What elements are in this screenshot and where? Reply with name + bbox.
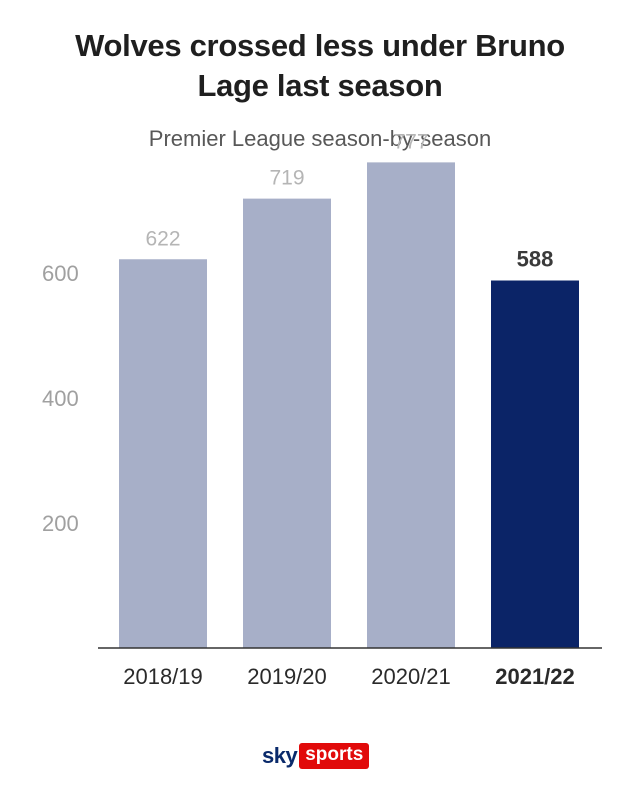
sky-sports-logo: sky sports: [262, 741, 370, 771]
value-label: 622: [145, 227, 180, 250]
value-label: 719: [269, 167, 304, 190]
logo-sports-wordmark: sports: [299, 743, 370, 769]
category-label: 2019/20: [247, 664, 327, 689]
logo-sky-wordmark: sky: [262, 743, 298, 768]
bar-2019/20: [243, 198, 331, 648]
bar-2018/19: [119, 259, 207, 648]
value-label: 588: [517, 247, 554, 272]
y-tick-label: 600: [42, 261, 79, 286]
value-label: 777: [393, 130, 428, 153]
y-tick-label: 200: [42, 511, 79, 536]
category-label: 2018/19: [123, 664, 203, 689]
chart-subtitle: Premier League season-by-season: [148, 126, 492, 151]
y-tick-label: 400: [42, 386, 79, 411]
chart-title-line-1: Wolves crossed less under Bruno: [75, 28, 565, 63]
bar-2021/22: [491, 280, 579, 648]
chart-title-line-2: Lage last season: [197, 68, 443, 103]
bar-2020/21: [367, 162, 455, 648]
chart-title: Wolves crossed less under Bruno Lage las…: [0, 26, 640, 106]
category-label: 2020/21: [371, 664, 451, 689]
category-label: 2021/22: [495, 664, 575, 689]
bar-chart: 200 400 600 622 2018/19 719 2019/20 777 2020/21 5…: [42, 130, 602, 689]
